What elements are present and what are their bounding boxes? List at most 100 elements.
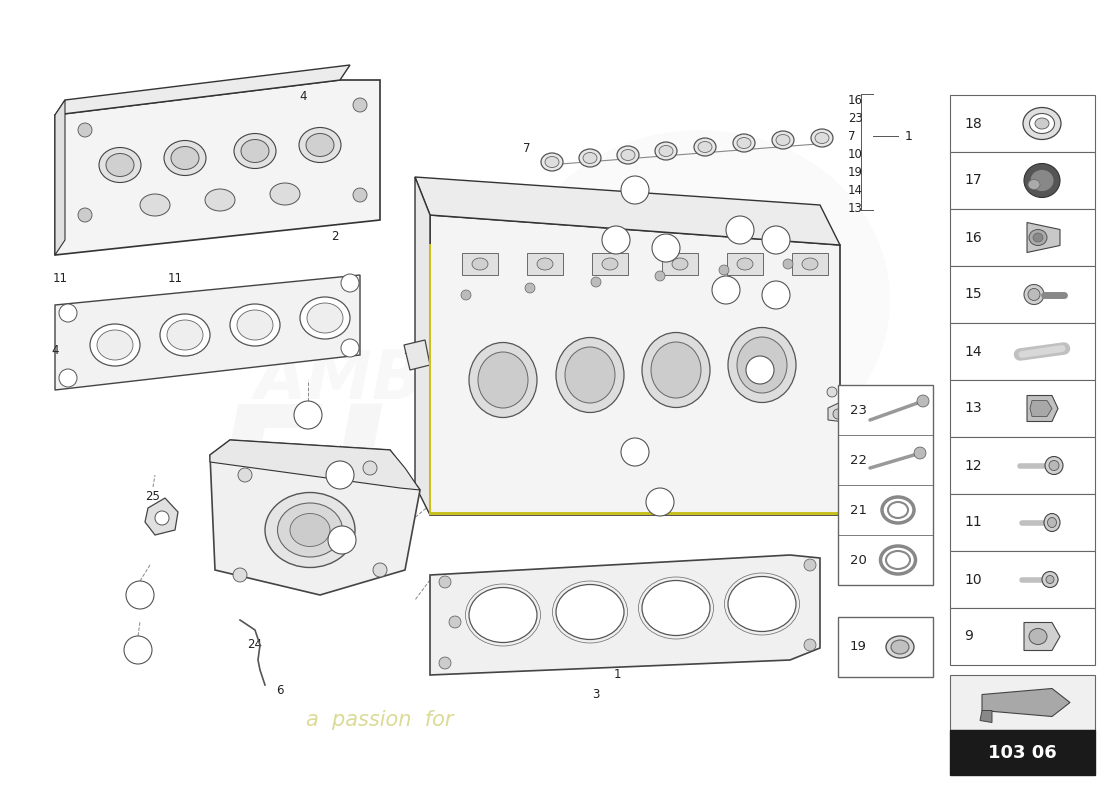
Text: 15: 15 <box>754 365 767 375</box>
Bar <box>950 494 1094 551</box>
Circle shape <box>783 259 793 269</box>
Circle shape <box>59 304 77 322</box>
Bar <box>838 617 933 677</box>
Polygon shape <box>982 689 1070 717</box>
Ellipse shape <box>1024 163 1060 198</box>
Text: 14: 14 <box>848 183 864 197</box>
Circle shape <box>621 438 649 466</box>
Circle shape <box>439 576 451 588</box>
Text: AMBORGHINI: AMBORGHINI <box>254 347 746 413</box>
Ellipse shape <box>1047 518 1056 527</box>
Ellipse shape <box>90 324 140 366</box>
Text: 11: 11 <box>53 271 67 285</box>
Text: 18: 18 <box>733 225 747 235</box>
Ellipse shape <box>1023 107 1062 139</box>
Ellipse shape <box>306 134 334 157</box>
Bar <box>662 253 698 275</box>
Ellipse shape <box>469 342 537 418</box>
Text: 23: 23 <box>850 403 867 417</box>
Bar <box>792 253 828 275</box>
Circle shape <box>341 274 359 292</box>
Text: 11: 11 <box>964 515 981 530</box>
Text: 18: 18 <box>964 117 981 130</box>
Polygon shape <box>430 215 840 515</box>
Polygon shape <box>430 555 820 675</box>
Text: 8: 8 <box>842 414 849 426</box>
Ellipse shape <box>1035 118 1049 129</box>
Ellipse shape <box>160 314 210 356</box>
Polygon shape <box>55 100 65 255</box>
Circle shape <box>238 468 252 482</box>
Circle shape <box>1046 575 1054 583</box>
Bar <box>950 551 1094 608</box>
Text: 9: 9 <box>964 630 972 643</box>
Ellipse shape <box>265 493 355 567</box>
Circle shape <box>461 290 471 300</box>
Polygon shape <box>145 498 178 535</box>
Ellipse shape <box>654 142 676 160</box>
Circle shape <box>833 409 843 419</box>
Text: 21: 21 <box>628 185 642 195</box>
Text: 1: 1 <box>905 130 913 142</box>
Ellipse shape <box>277 503 342 557</box>
Bar <box>950 323 1094 380</box>
Ellipse shape <box>472 258 488 270</box>
Bar <box>950 95 1094 152</box>
Text: 16: 16 <box>848 94 864 106</box>
Ellipse shape <box>1044 514 1060 531</box>
Circle shape <box>373 563 387 577</box>
Circle shape <box>126 581 154 609</box>
Text: 13: 13 <box>848 202 862 214</box>
Ellipse shape <box>478 352 528 408</box>
Text: 4: 4 <box>299 90 307 102</box>
Ellipse shape <box>728 327 796 402</box>
Bar <box>950 209 1094 266</box>
Ellipse shape <box>97 330 133 360</box>
Ellipse shape <box>1033 233 1043 242</box>
Text: 21: 21 <box>850 503 867 517</box>
Text: 10: 10 <box>659 243 673 253</box>
Text: 103 06: 103 06 <box>988 743 1057 762</box>
Text: 2: 2 <box>331 230 339 242</box>
Text: 16: 16 <box>769 235 783 245</box>
Text: 25: 25 <box>145 490 161 503</box>
Ellipse shape <box>802 258 818 270</box>
Circle shape <box>726 216 754 244</box>
Circle shape <box>762 281 790 309</box>
Ellipse shape <box>106 154 134 177</box>
Circle shape <box>525 283 535 293</box>
Text: 19: 19 <box>850 641 867 654</box>
Text: 11: 11 <box>167 271 183 285</box>
Ellipse shape <box>164 141 206 175</box>
Ellipse shape <box>1028 629 1047 645</box>
Polygon shape <box>828 400 855 422</box>
Circle shape <box>827 387 837 397</box>
Circle shape <box>363 461 377 475</box>
Text: 24: 24 <box>248 638 263 651</box>
Text: 6: 6 <box>276 683 284 697</box>
Circle shape <box>449 616 461 628</box>
Text: a  passion  for: a passion for <box>306 710 453 730</box>
Ellipse shape <box>307 303 343 333</box>
Text: 12: 12 <box>133 590 147 600</box>
Text: 20: 20 <box>769 290 783 300</box>
Circle shape <box>353 98 367 112</box>
Ellipse shape <box>772 131 794 149</box>
Circle shape <box>78 123 92 137</box>
Text: 12: 12 <box>964 458 981 473</box>
Text: 13: 13 <box>333 470 346 480</box>
Ellipse shape <box>583 153 597 163</box>
Text: 20: 20 <box>850 554 867 566</box>
Ellipse shape <box>230 304 280 346</box>
Circle shape <box>591 277 601 287</box>
Circle shape <box>233 568 248 582</box>
Ellipse shape <box>728 577 796 631</box>
Text: 23: 23 <box>848 111 862 125</box>
Ellipse shape <box>299 127 341 162</box>
Text: 9: 9 <box>305 410 311 420</box>
Ellipse shape <box>544 157 559 167</box>
Text: 19: 19 <box>334 535 349 545</box>
Polygon shape <box>1030 401 1052 417</box>
Circle shape <box>124 636 152 664</box>
Text: 12: 12 <box>131 645 145 655</box>
